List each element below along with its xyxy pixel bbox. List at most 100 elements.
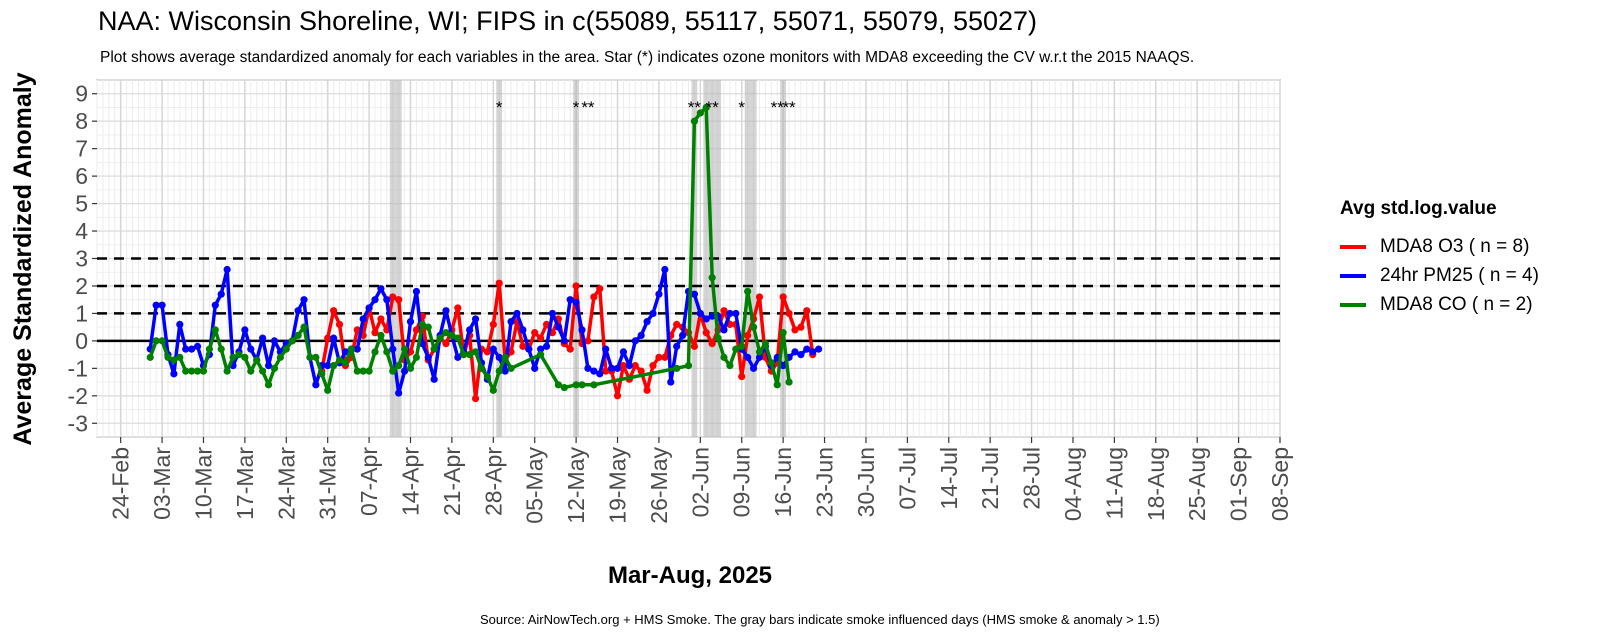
exceedance-star: **	[706, 98, 720, 117]
data-point	[318, 370, 326, 378]
x-tick-label: 11-Aug	[1101, 447, 1127, 519]
data-point	[738, 342, 746, 350]
x-tick-label: 05-May	[522, 447, 548, 524]
data-point	[708, 312, 716, 320]
legend-title: Avg std.log.value	[1340, 198, 1497, 219]
data-point	[815, 345, 823, 353]
exceedance-star: *	[738, 98, 745, 117]
x-tick-label: 03-Mar	[149, 447, 175, 520]
data-point	[276, 353, 284, 361]
data-point	[714, 334, 722, 342]
legend-label-pm25: 24hr PM25 ( n = 4)	[1380, 264, 1539, 286]
data-point	[649, 362, 657, 370]
data-point	[205, 345, 213, 353]
data-point	[590, 293, 598, 301]
data-point	[537, 351, 545, 359]
data-point	[767, 359, 775, 367]
data-point	[383, 348, 391, 356]
data-point	[596, 285, 604, 293]
legend-key-co	[1340, 302, 1366, 307]
data-point	[495, 279, 503, 287]
y-tick-label: 5	[75, 191, 88, 217]
data-point	[418, 320, 426, 329]
data-point	[152, 337, 160, 345]
data-point	[152, 301, 160, 309]
data-point	[454, 353, 462, 361]
data-point	[726, 362, 734, 370]
data-point	[442, 340, 450, 348]
data-point	[542, 320, 551, 329]
data-point	[785, 378, 793, 386]
data-point	[803, 345, 811, 353]
x-tick-label: 16-Jun	[770, 447, 796, 517]
y-tick-label: -1	[68, 355, 88, 381]
data-point	[749, 364, 758, 372]
data-point	[738, 372, 746, 381]
y-tick-label: 2	[75, 273, 88, 299]
data-point	[720, 353, 728, 361]
data-point	[395, 362, 403, 370]
exceedance-star: **	[581, 98, 595, 117]
data-point	[690, 342, 699, 350]
data-point	[241, 326, 249, 334]
data-point	[211, 326, 219, 334]
x-tick-label: 04-Aug	[1060, 447, 1086, 521]
data-point	[625, 362, 633, 370]
data-point	[436, 334, 444, 342]
data-point	[477, 364, 486, 372]
data-point	[537, 334, 545, 342]
x-tick-label: 18-Aug	[1143, 447, 1169, 521]
data-point	[223, 367, 231, 375]
exceedance-stars: * * ** ** ** * ****	[496, 98, 796, 117]
data-point	[720, 307, 728, 315]
legend-item-co: MDA8 CO ( n = 2)	[1340, 290, 1539, 319]
x-tick-label: 24-Feb	[108, 447, 134, 520]
data-point	[365, 367, 373, 375]
x-tick-label: 14-Apr	[397, 447, 423, 516]
data-point	[602, 345, 610, 353]
data-point	[371, 329, 379, 337]
x-tick-label: 10-Mar	[190, 447, 216, 520]
data-point	[466, 351, 474, 359]
data-point	[406, 318, 415, 326]
x-tick-label: 21-Apr	[439, 447, 465, 516]
data-point	[531, 364, 539, 372]
data-point	[223, 265, 231, 274]
data-point	[412, 326, 421, 334]
x-tick-label: 30-Jun	[853, 447, 879, 517]
y-tick-label: 8	[75, 108, 88, 134]
chart-subtitle: Plot shows average standardized anomaly …	[100, 49, 1195, 66]
data-point	[684, 362, 693, 370]
data-point	[797, 323, 805, 331]
exceedance-star: **	[782, 98, 796, 117]
data-point	[389, 293, 397, 301]
data-point	[732, 309, 740, 318]
data-point	[377, 315, 385, 323]
data-point	[270, 337, 279, 345]
data-point	[377, 285, 385, 293]
x-tick-label: 07-Apr	[356, 447, 382, 516]
data-point	[300, 323, 308, 331]
x-tick-label: 17-Mar	[232, 447, 258, 520]
smoke-bar	[750, 80, 757, 437]
data-point	[791, 326, 799, 334]
data-point	[312, 353, 320, 361]
data-point	[471, 394, 480, 403]
data-point	[690, 290, 699, 298]
data-point	[347, 345, 355, 353]
data-point	[678, 331, 687, 339]
data-point	[809, 348, 817, 356]
data-point	[803, 307, 811, 315]
data-point	[442, 307, 450, 315]
data-point	[353, 345, 361, 353]
smoke-bar	[496, 80, 503, 437]
data-point	[448, 331, 456, 339]
data-point	[259, 367, 267, 375]
legend-item-o3: MDA8 O3 ( n = 8)	[1340, 232, 1539, 261]
data-point	[288, 337, 296, 345]
data-point	[259, 334, 267, 342]
data-point	[560, 383, 568, 392]
data-point	[199, 367, 208, 375]
data-point	[673, 342, 681, 350]
